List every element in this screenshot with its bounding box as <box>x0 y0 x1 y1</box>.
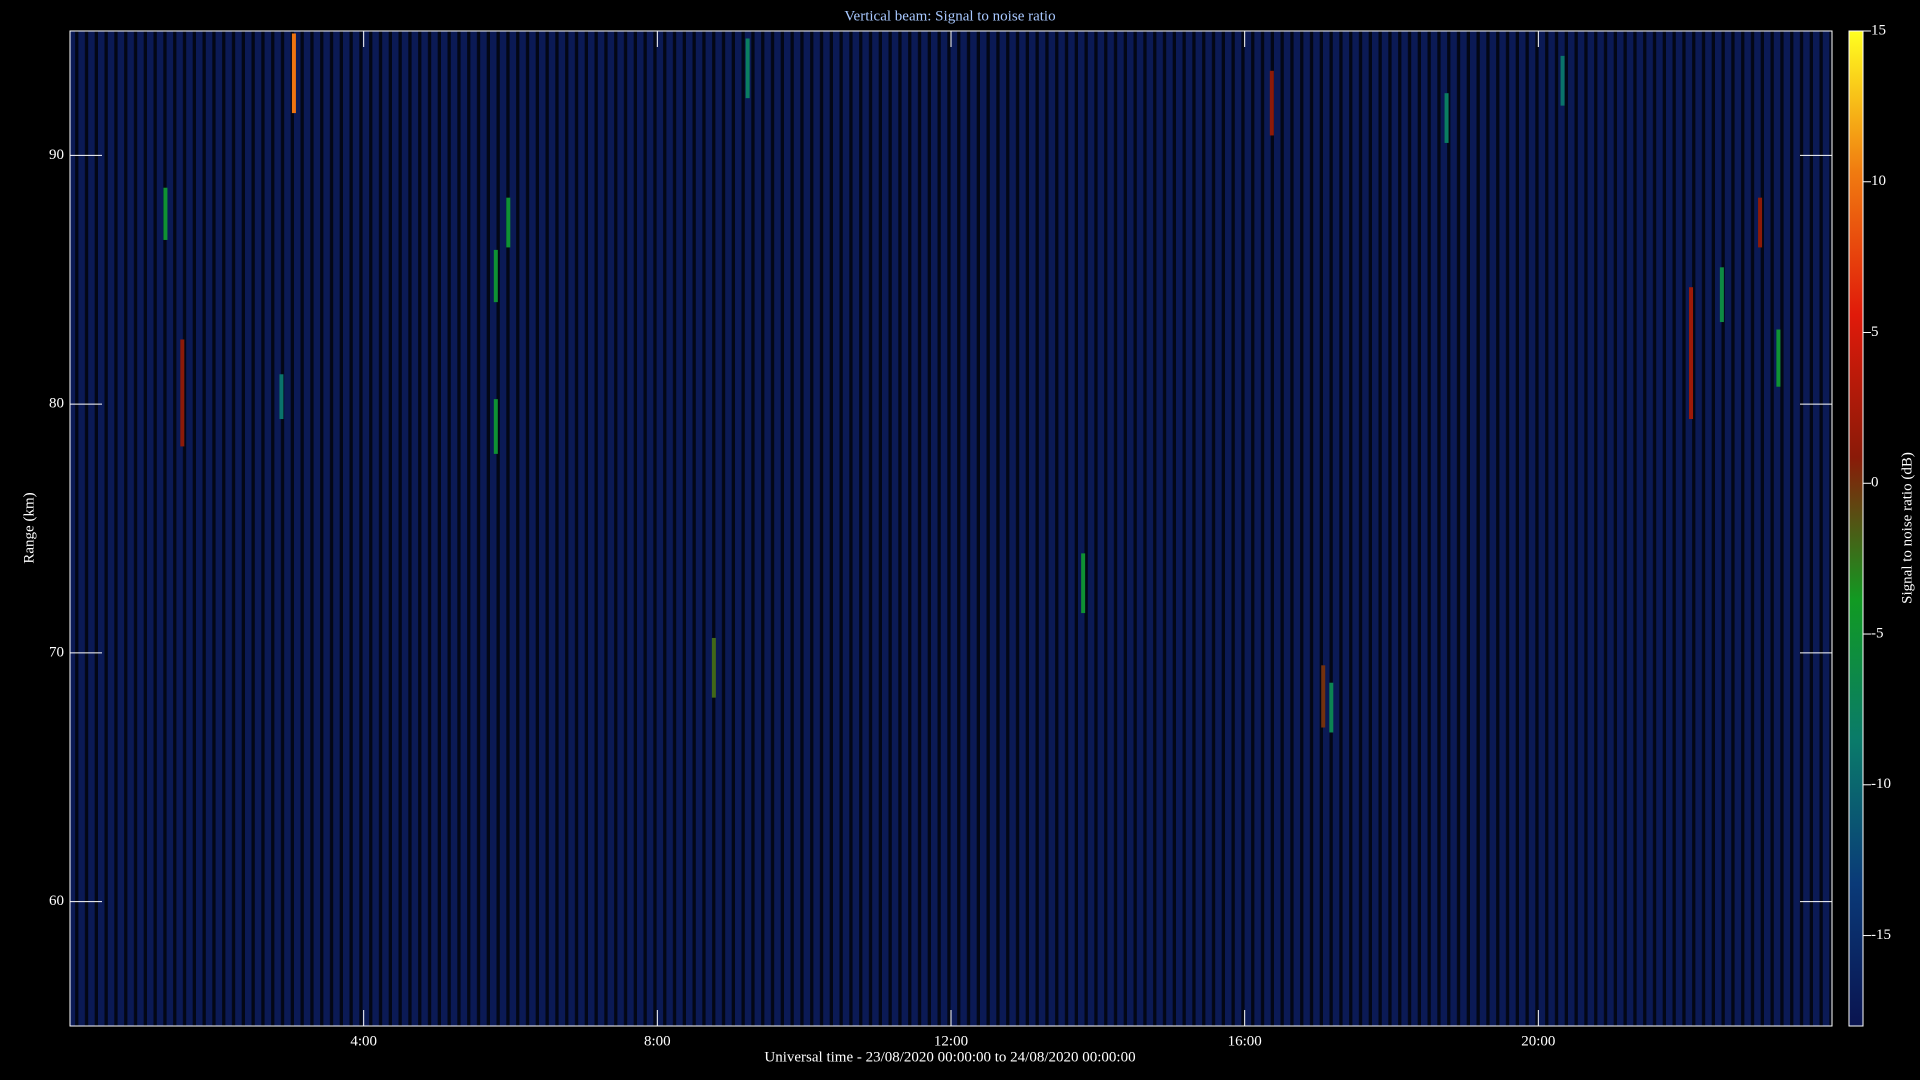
y-tick-label: 90 <box>49 147 64 163</box>
heatmap-cell <box>1758 197 1763 248</box>
heatmap-cell <box>1719 267 1724 323</box>
colorbar-tick-label: -5 <box>1871 625 1884 641</box>
x-tick-label: 12:00 <box>934 1033 968 1049</box>
y-axis-label: Range (km) <box>21 492 37 563</box>
chart-title: Vertical beam: Signal to noise ratio <box>844 8 1055 24</box>
x-tick-label: 8:00 <box>644 1033 671 1049</box>
heatmap-cell <box>1444 93 1449 143</box>
heatmap-cell <box>1776 329 1781 387</box>
y-tick-label: 80 <box>49 396 64 412</box>
colorbar-label: Signal to noise ratio (dB) <box>1899 452 1915 604</box>
x-tick-label: 4:00 <box>350 1033 377 1049</box>
heatmap-cell <box>745 38 750 99</box>
colorbar-tick-label: -15 <box>1871 927 1891 943</box>
heatmap-cell <box>1321 665 1326 728</box>
x-axis-label: Universal time - 23/08/2020 00:00:00 to … <box>764 1049 1135 1065</box>
y-tick-label: 60 <box>49 893 64 909</box>
heatmap-cell <box>1329 682 1334 733</box>
heatmap-cell <box>291 33 296 114</box>
heatmap-cell <box>1560 55 1565 106</box>
colorbar-tick-label: 5 <box>1871 324 1879 340</box>
heatmap-cell <box>1689 287 1694 420</box>
heatmap-cell <box>506 197 511 248</box>
heatmap-cell <box>1269 70 1274 136</box>
colorbar-tick-label: -10 <box>1871 776 1891 792</box>
heatmap-cell <box>711 637 716 698</box>
colorbar-tick-label: 15 <box>1871 22 1886 38</box>
heatmap-cell <box>493 399 498 454</box>
x-tick-label: 16:00 <box>1228 1033 1262 1049</box>
colorbar <box>1848 30 1864 1027</box>
colorbar-tick-label: 0 <box>1871 475 1879 491</box>
heatmap-cell <box>493 249 498 303</box>
colorbar-tick-label: 10 <box>1871 173 1886 189</box>
heatmap-cell <box>163 187 168 240</box>
x-tick-label: 20:00 <box>1521 1033 1555 1049</box>
heatmap-cell <box>180 339 185 447</box>
heatmap-cell <box>279 374 284 420</box>
column-texture <box>70 31 1832 1026</box>
y-tick-label: 70 <box>49 644 64 660</box>
heatmap-cell <box>1081 553 1086 614</box>
